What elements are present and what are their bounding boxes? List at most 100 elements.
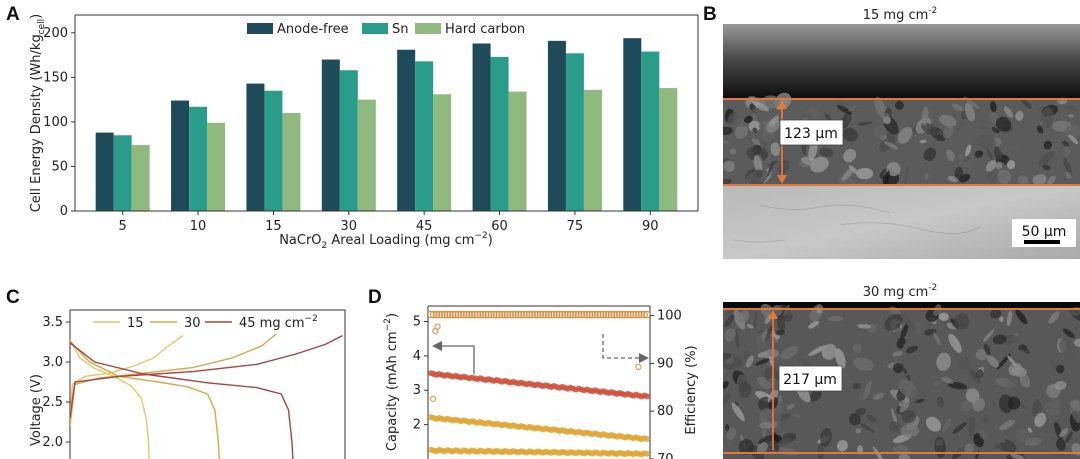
point-efficiency — [468, 310, 476, 319]
sem-particle — [974, 150, 984, 158]
sem-particle — [886, 133, 895, 142]
y-tick-label-c: 2.5 — [42, 395, 63, 410]
sem-particle — [892, 350, 903, 357]
sem-particle — [1027, 427, 1032, 433]
sem-particle — [964, 102, 975, 122]
sem-particle — [935, 438, 943, 446]
sem-particle — [982, 329, 995, 343]
sem-particle — [744, 115, 753, 124]
sem-particle — [762, 424, 767, 439]
y-axis-title-left-d: Capacity (mAh cm−2) — [383, 313, 400, 451]
sem-measure-bottom: 217 µm — [783, 372, 837, 388]
bar-hard-carbon-90 — [659, 88, 678, 211]
sem-particle — [784, 304, 790, 317]
point-efficiency — [572, 310, 580, 319]
point-efficiency — [558, 310, 566, 319]
sem-particle — [933, 332, 941, 345]
point-efficiency — [629, 310, 638, 319]
sem-particle — [986, 355, 999, 368]
sem-particle — [777, 437, 791, 447]
point-efficiency — [637, 310, 646, 319]
sem-particle — [727, 112, 738, 126]
y-tick-label-right-d: 80 — [657, 404, 674, 419]
sem-particle — [752, 127, 758, 133]
sem-particle — [942, 418, 952, 433]
point-efficiency — [596, 310, 605, 319]
sem-particle — [872, 125, 887, 140]
sem-particle — [751, 138, 761, 146]
sem-particle — [852, 382, 861, 390]
point-efficiency — [580, 310, 588, 319]
sem-particle — [777, 395, 783, 405]
sem-particle — [724, 328, 736, 342]
sem-particle — [948, 333, 962, 353]
sem-particle — [1032, 399, 1042, 418]
point-efficiency — [605, 310, 613, 319]
sem-particle — [786, 403, 795, 410]
sem-particle — [884, 313, 903, 331]
sem-particle — [855, 407, 867, 416]
sem-particle — [888, 421, 900, 432]
point-efficiency — [465, 310, 473, 319]
sem-particle — [1056, 364, 1065, 374]
bar-sn-60 — [490, 56, 509, 211]
sem-particle — [1024, 437, 1042, 447]
sem-particle — [936, 396, 945, 408]
point-efficiency — [498, 310, 506, 319]
point-efficiency — [583, 310, 591, 319]
y-tick-label-a: 150 — [43, 70, 68, 85]
point-efficiency — [574, 310, 583, 319]
point-efficiency — [514, 310, 523, 319]
bar-anode-free-90 — [623, 38, 642, 211]
legend-label-hard-carbon: Hard carbon — [445, 22, 525, 37]
series-capacity-low — [428, 446, 650, 458]
sem-particle — [738, 381, 752, 399]
bar-sn-15 — [264, 90, 283, 211]
sem-particle — [986, 171, 999, 185]
sem-particle — [734, 329, 739, 349]
point-efficiency — [555, 310, 564, 319]
point-efficiency — [522, 310, 531, 319]
sem-particle — [943, 102, 949, 114]
x-tick-label-a: 60 — [491, 219, 508, 234]
sem-particle — [893, 362, 904, 374]
point-efficiency — [643, 310, 650, 319]
sem-particle — [1043, 140, 1053, 150]
series-efficiency — [428, 310, 650, 319]
sem-particle — [874, 97, 887, 118]
sem-particle — [893, 445, 909, 454]
sem-particle — [723, 392, 730, 406]
point-efficiency — [536, 310, 545, 319]
sem-particle — [925, 416, 941, 432]
legend-c: 15 30 45 mg cm−2 — [93, 314, 318, 331]
series-capacity-high — [428, 370, 650, 400]
sem-particle — [1008, 375, 1018, 389]
sem-particle — [1007, 355, 1017, 367]
y-axis-title-right-d: Efficiency (%) — [684, 345, 699, 434]
sem-particle — [932, 380, 941, 387]
panel-label-a: A — [6, 4, 20, 25]
cycling-scatter — [428, 310, 650, 458]
sem-particle — [954, 166, 963, 180]
sem-particle — [936, 352, 951, 371]
sem-particle — [900, 323, 909, 340]
sem-particle — [915, 321, 923, 334]
point-efficiency — [476, 310, 484, 319]
sem-particle — [726, 427, 737, 440]
sem-particle — [1015, 110, 1024, 121]
sem-particle — [1021, 98, 1032, 109]
point-efficiency — [501, 310, 509, 319]
point-efficiency — [430, 310, 438, 319]
sem-particle — [866, 414, 877, 423]
sem-particle — [1061, 140, 1070, 147]
sem-title-top: 15 mg cm-2 — [863, 6, 938, 23]
legend-swatch-hard-carbon — [415, 23, 441, 34]
bar-hard-carbon-5 — [131, 145, 150, 211]
sem-particle — [1062, 328, 1075, 338]
sem-particle — [942, 124, 954, 139]
point-efficiency — [462, 310, 471, 319]
sem-particle — [1006, 160, 1016, 170]
point-efficiency — [528, 310, 536, 319]
point-efficiency — [613, 310, 621, 319]
